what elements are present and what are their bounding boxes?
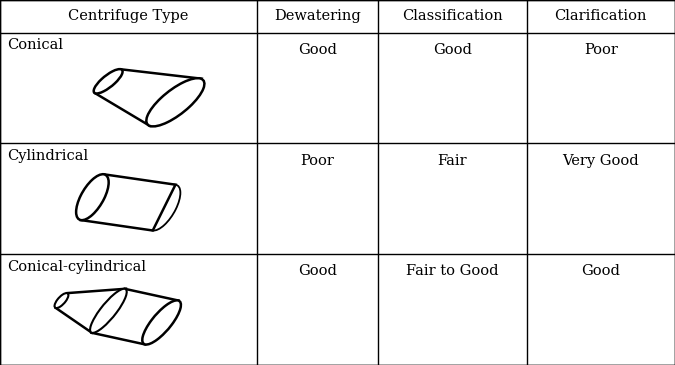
Text: Conical: Conical [7,38,63,52]
Polygon shape [81,174,176,231]
Ellipse shape [142,300,181,345]
Text: Good: Good [581,264,620,278]
Polygon shape [56,289,125,333]
Text: Dewatering: Dewatering [274,9,360,23]
Text: Fair to Good: Fair to Good [406,264,499,278]
Text: Fair: Fair [437,154,467,168]
Text: Poor: Poor [300,154,334,168]
Text: Good: Good [298,43,337,57]
Ellipse shape [148,185,180,231]
Text: Cylindrical: Cylindrical [7,149,88,163]
Text: Poor: Poor [584,43,618,57]
Text: Conical-cylindrical: Conical-cylindrical [7,260,146,273]
Ellipse shape [90,289,127,333]
Ellipse shape [55,293,68,308]
Text: Good: Good [298,264,337,278]
Text: Classification: Classification [402,9,503,23]
Text: Clarification: Clarification [554,9,647,23]
Polygon shape [92,289,178,345]
Text: Centrifuge Type: Centrifuge Type [68,9,188,23]
Ellipse shape [146,78,205,126]
Text: Very Good: Very Good [562,154,639,168]
Text: Good: Good [433,43,472,57]
Ellipse shape [76,174,109,220]
Ellipse shape [94,69,123,93]
